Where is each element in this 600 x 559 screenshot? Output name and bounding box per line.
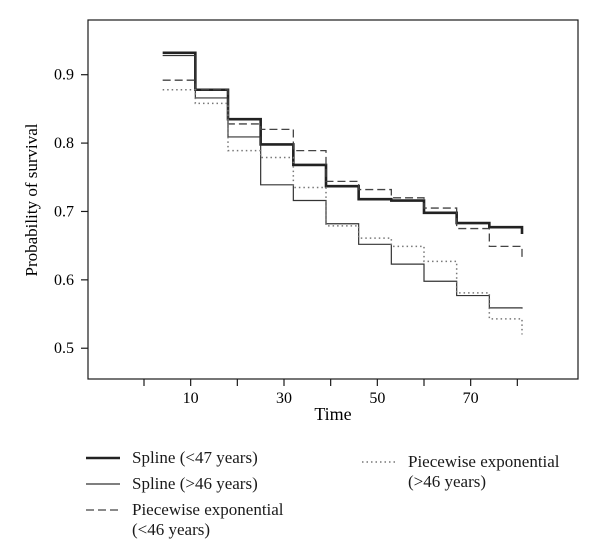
- x-axis-label: Time: [314, 404, 351, 424]
- legend-label: Spline (<47 years): [132, 448, 258, 467]
- legend-label: Piecewise exponential (<46 years): [132, 500, 284, 539]
- y-tick-label: 0.5: [54, 340, 74, 357]
- legend-item-piecewise-under-46: Piecewise exponential (<46 years): [86, 500, 284, 540]
- y-tick-label: 0.6: [54, 272, 74, 289]
- x-tick-label: 70: [463, 390, 479, 407]
- legend-swatch-dotted: [362, 452, 396, 472]
- legend-item-spline-under-47: Spline (<47 years): [86, 448, 258, 468]
- y-tick-label: 0.7: [54, 203, 74, 220]
- legend-swatch-solid-thick: [86, 448, 120, 468]
- legend-item-spline-over-46: Spline (>46 years): [86, 474, 258, 494]
- y-axis-label: Probability of survival: [22, 123, 41, 276]
- tick-labels: 10 30 50 70 0.5 0.6 0.7 0.8 0.9: [54, 67, 479, 407]
- legend-swatch-dashed: [86, 500, 120, 520]
- legend-swatch-solid-thin: [86, 474, 120, 494]
- series-line-3: [162, 79, 523, 261]
- series-group: [162, 51, 524, 335]
- series-line-4: [162, 88, 523, 335]
- axis-ticks: [81, 74, 518, 386]
- series-line-1: [162, 51, 524, 235]
- series-line-2: [162, 54, 523, 309]
- x-tick-label: 30: [276, 390, 292, 407]
- legend-label: Piecewise exponential (>46 years): [408, 452, 560, 491]
- plot-frame: [87, 19, 579, 380]
- y-tick-label: 0.9: [54, 67, 74, 84]
- legend-label: Spline (>46 years): [132, 474, 258, 493]
- y-tick-label: 0.8: [54, 135, 74, 152]
- x-tick-label: 50: [369, 390, 385, 407]
- x-tick-label: 10: [183, 390, 199, 407]
- legend-item-piecewise-over-46: Piecewise exponential (>46 years): [362, 452, 560, 492]
